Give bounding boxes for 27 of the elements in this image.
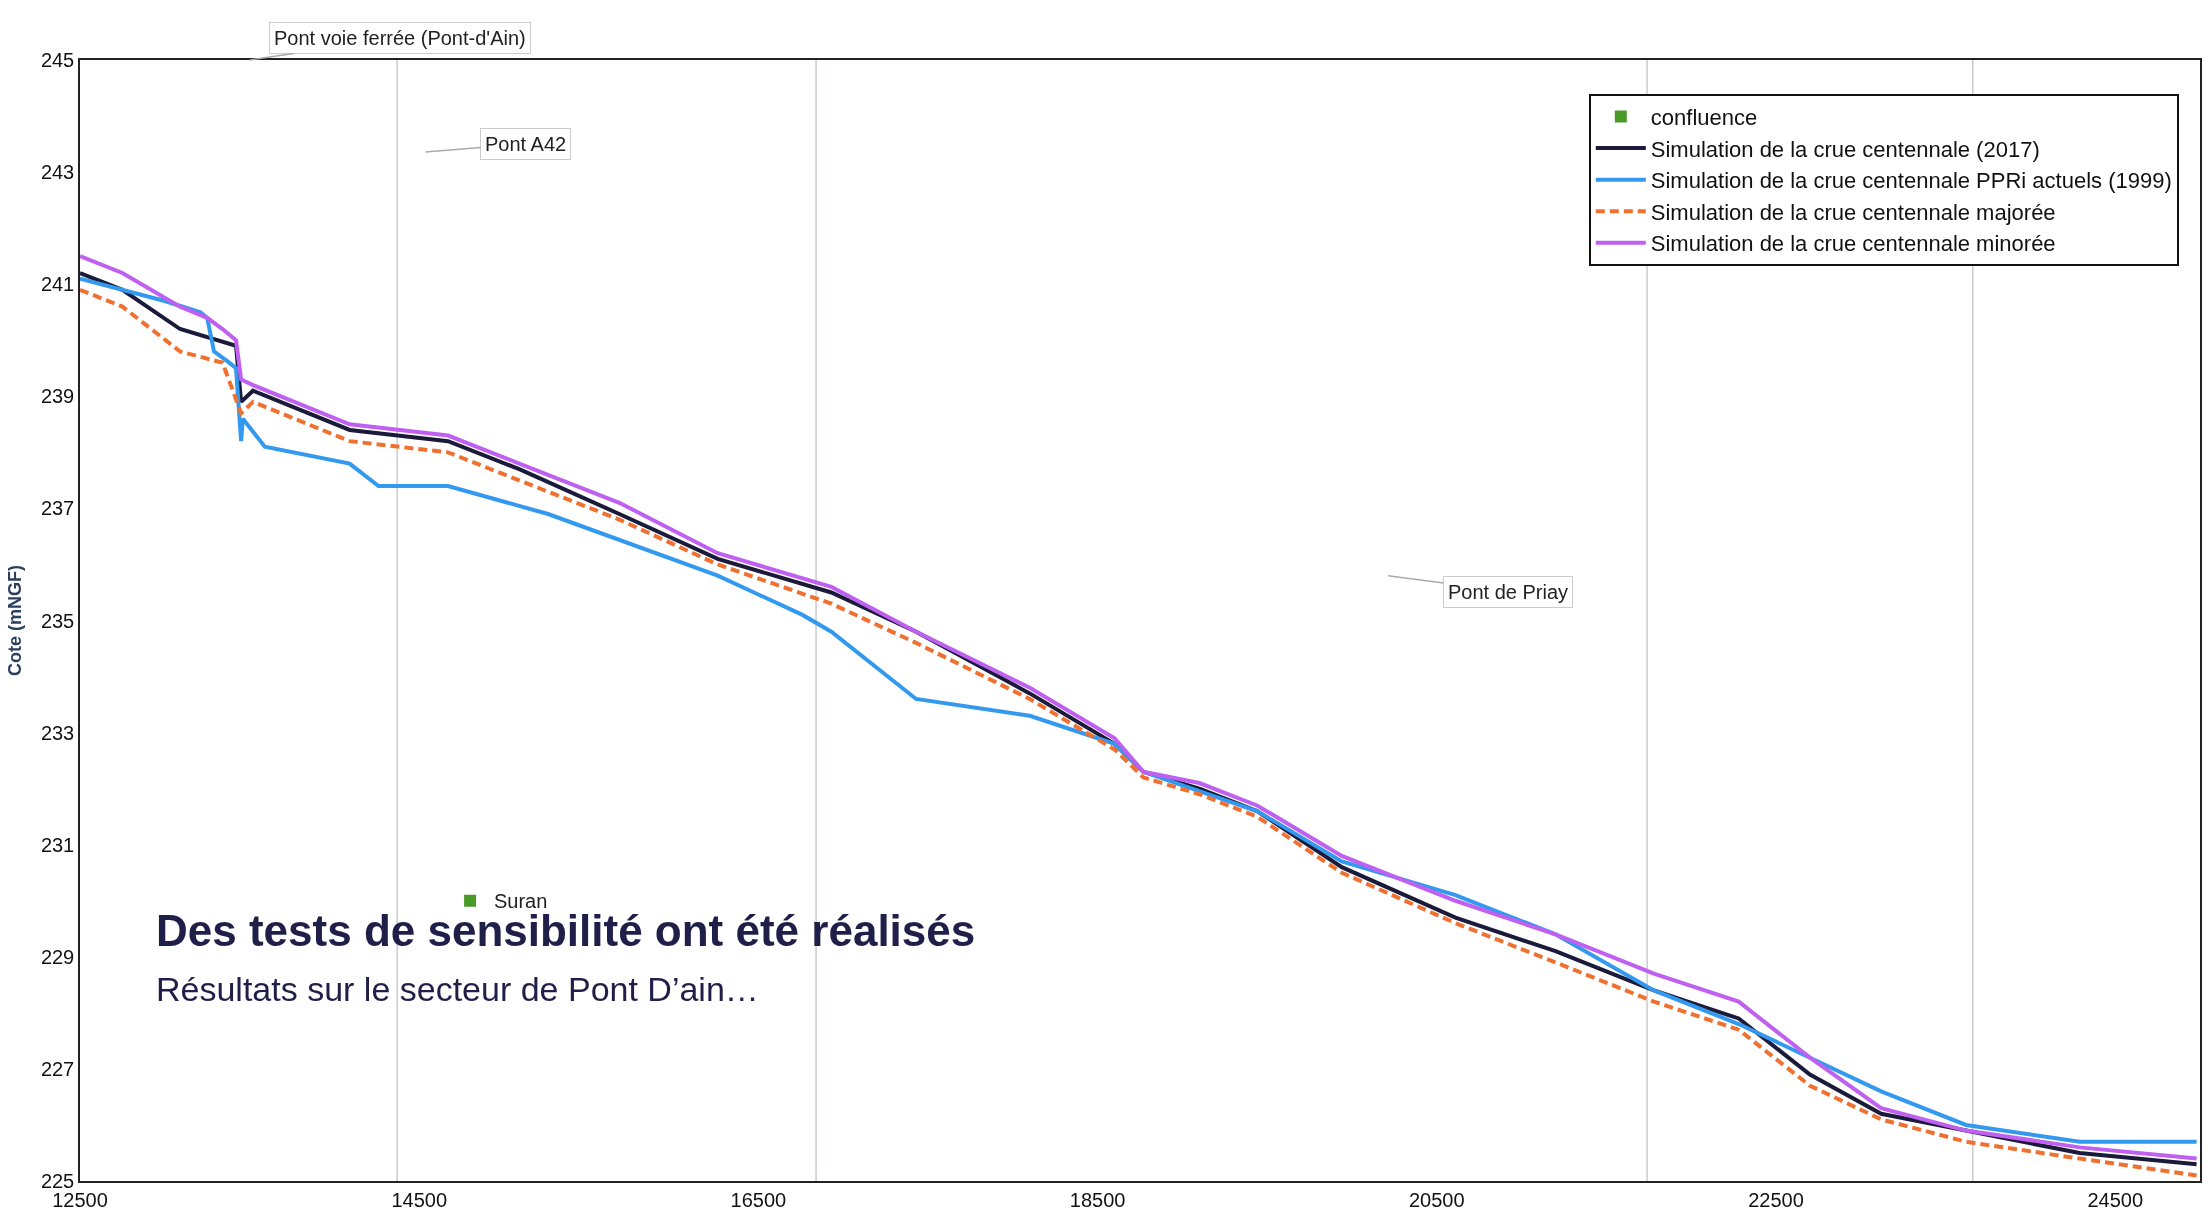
x-tick-label: 16500 [730, 1188, 787, 1211]
legend-label: Simulation de la crue centennale minorée [1650, 231, 2056, 257]
x-tick-label: 18500 [1069, 1188, 1126, 1211]
y-tick-label: 245 [40, 49, 75, 71]
x-tick-label: 22500 [1748, 1188, 1804, 1211]
annotation: Pont A42 [485, 133, 567, 155]
y-tick-label: 243 [40, 161, 75, 184]
legend-label: Simulation de la crue centennale PPRi actuels (1999) [1650, 168, 2172, 194]
legend-label: confluence [1650, 105, 1758, 131]
y-tick-label: 235 [40, 609, 75, 632]
text: Pont voie ferrée (Pont-d'Ain) [274, 27, 526, 49]
text: Résultats sur le secteur de Pont D’ain… [156, 970, 759, 1008]
y-tick-label: 241 [40, 273, 75, 296]
x-tick-label: 24500 [2087, 1188, 2144, 1211]
x-tick-label: 14500 [391, 1188, 448, 1211]
annotation: Pont de Priay [1448, 581, 1569, 603]
y-tick-label: 229 [40, 945, 75, 968]
x-tick-label: 20500 [1408, 1188, 1465, 1211]
y-tick-label: 231 [40, 833, 75, 856]
legend-label: Simulation de la crue centennale majorée [1650, 199, 2056, 225]
y-tick-label: 237 [40, 497, 75, 520]
y-tick-label: 227 [40, 1057, 75, 1080]
y-axis-title: Cote (mNGF) [4, 565, 25, 676]
y-tick-label: 239 [40, 385, 75, 408]
annotation: Suran [494, 890, 548, 912]
legend-label: Simulation de la crue centennale (2017) [1650, 136, 2040, 162]
y-tick-label: 233 [40, 721, 75, 744]
